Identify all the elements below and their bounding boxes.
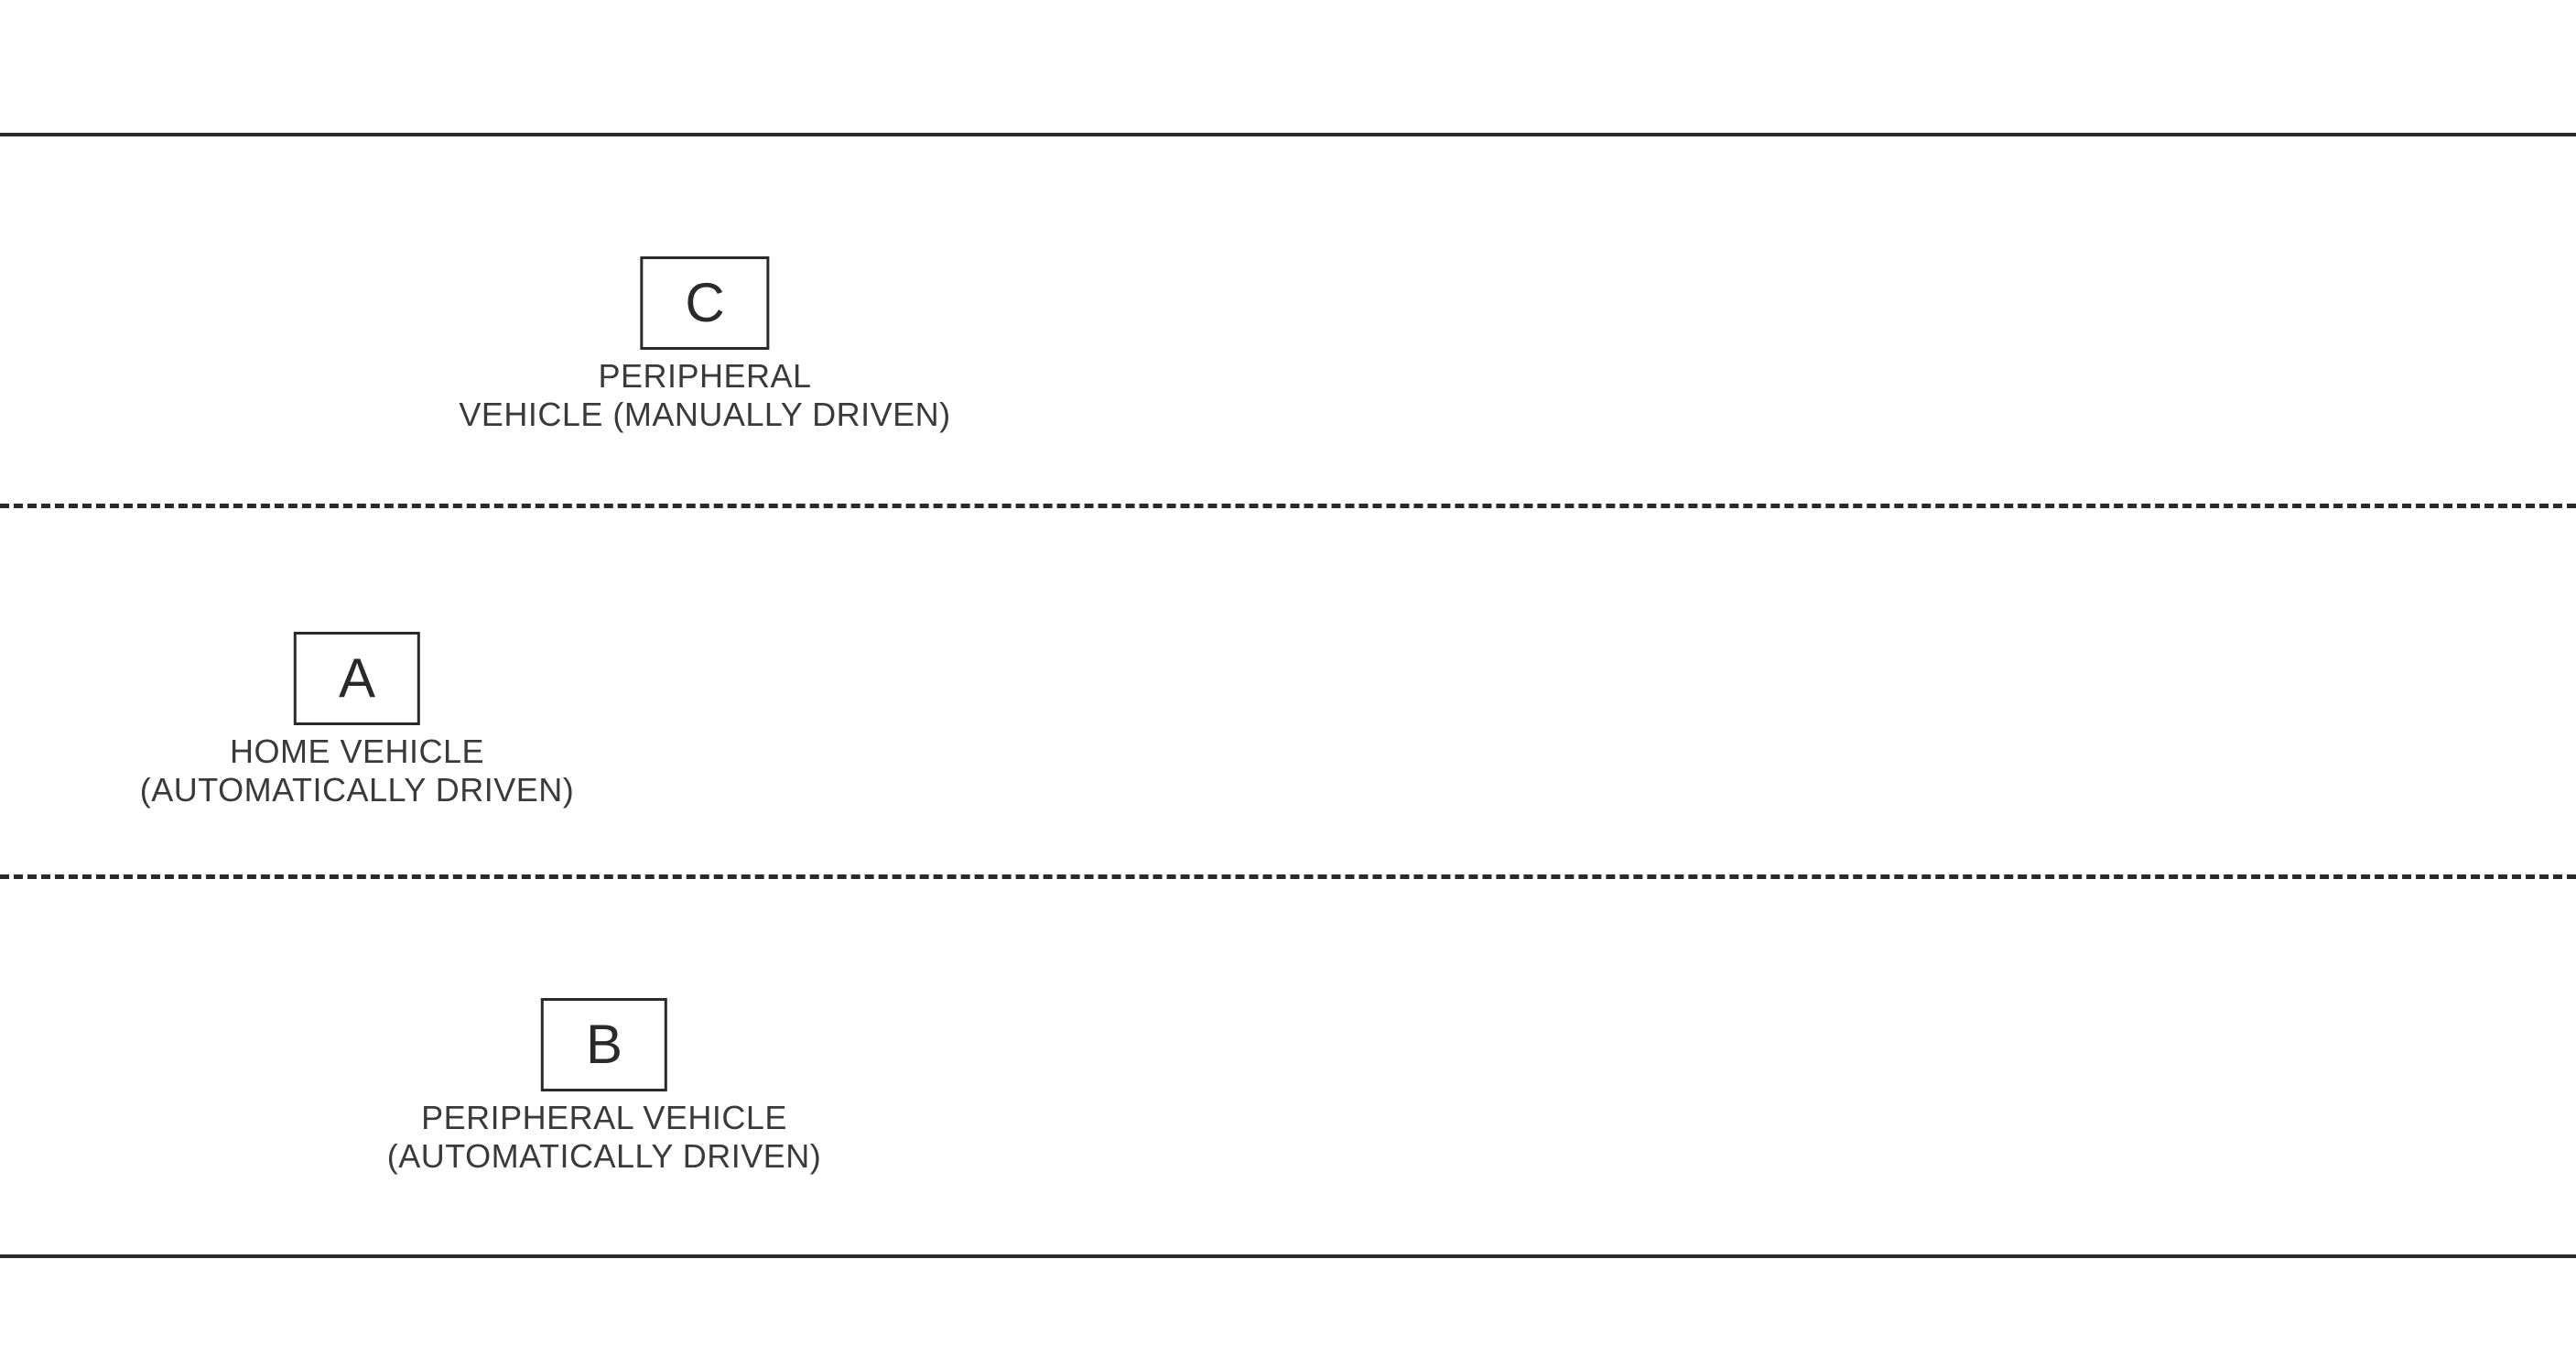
lane-divider-upper <box>0 504 2576 508</box>
vehicle-b: B PERIPHERAL VEHICLE (AUTOMATICALLY DRIV… <box>387 998 821 1176</box>
vehicle-a: A HOME VEHICLE (AUTOMATICALLY DRIVEN) <box>140 632 574 809</box>
vehicle-c-box: C <box>640 256 769 350</box>
lane-divider-lower <box>0 874 2576 879</box>
vehicle-c: C PERIPHERAL VEHICLE (MANUALLY DRIVEN) <box>459 256 950 434</box>
top-road-edge <box>0 133 2576 136</box>
bottom-road-edge <box>0 1254 2576 1258</box>
vehicle-a-box: A <box>294 632 420 725</box>
vehicle-b-label: PERIPHERAL VEHICLE (AUTOMATICALLY DRIVEN… <box>387 1099 821 1176</box>
vehicle-c-label: PERIPHERAL VEHICLE (MANUALLY DRIVEN) <box>459 357 950 434</box>
vehicle-b-box: B <box>541 998 667 1091</box>
vehicle-a-label: HOME VEHICLE (AUTOMATICALLY DRIVEN) <box>140 733 574 809</box>
